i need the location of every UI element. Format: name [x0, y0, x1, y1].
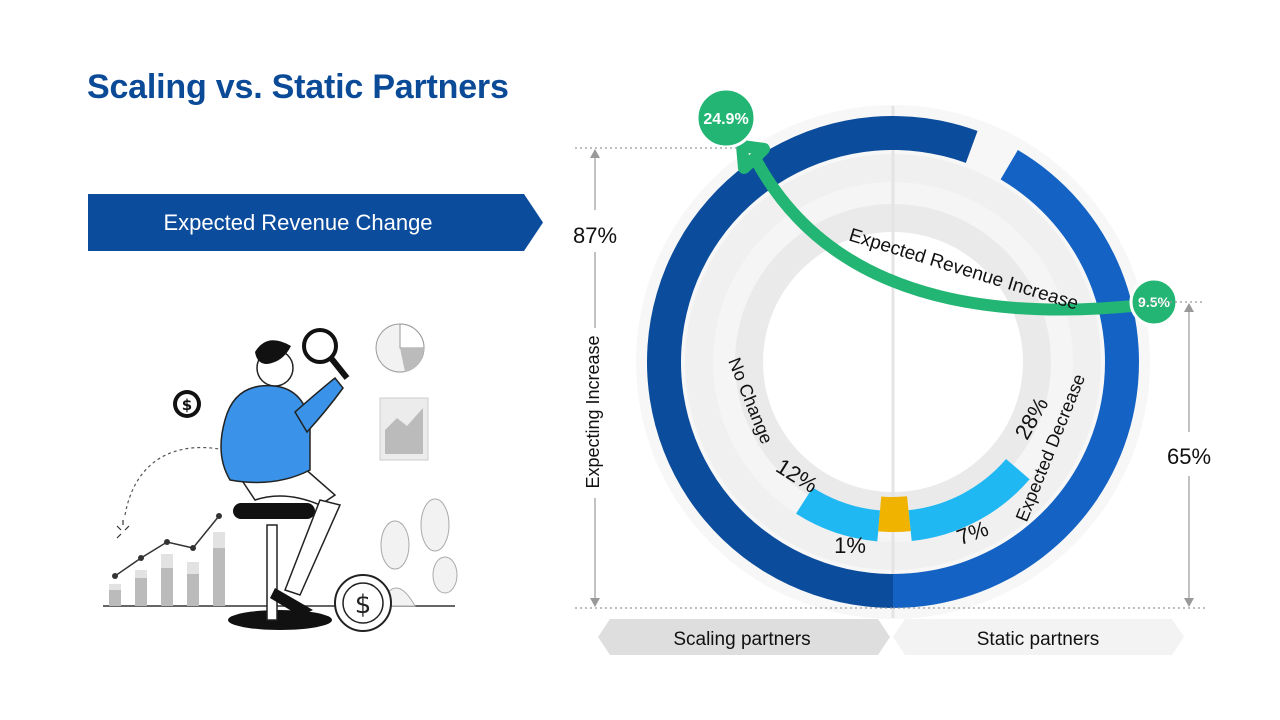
scaling-partners-tab: [598, 619, 890, 655]
static-increase-arc: [893, 150, 1139, 608]
banner-arrow: [88, 194, 543, 251]
area-chart-icon: [379, 397, 429, 461]
scaling-no-change-arc: [796, 487, 881, 542]
scaling-revenue-value: 24.9%: [703, 111, 748, 128]
page-title: Scaling vs. Static Partners: [87, 68, 509, 106]
scaling-height-indicator: [575, 147, 893, 609]
scaling-partners-label: Scaling partners: [673, 629, 810, 650]
coin-icon: $: [334, 574, 392, 632]
static-height-indicator: [893, 301, 1205, 609]
svg-text:$: $: [355, 590, 372, 620]
static-increase-value: 65%: [1167, 444, 1211, 469]
static-decrease-arc: [893, 496, 911, 532]
scaling-decrease-arc: [878, 496, 893, 532]
dollar-icon: $: [173, 390, 201, 418]
scaling-decrease-value: 1%: [834, 533, 866, 558]
banner-shape: [88, 194, 543, 251]
person-figure: [220, 328, 350, 630]
plant-icon: [379, 498, 458, 607]
static-no-change-arc: [908, 459, 1030, 542]
scaling-revenue-bubble: [695, 90, 757, 149]
pie-chart-icon: [375, 323, 425, 373]
banner-label: Expected Revenue Change: [163, 210, 433, 235]
analyst-illustration: $ $: [103, 323, 458, 632]
background-rings: [636, 105, 1150, 619]
static-revenue-value: 9.5%: [1138, 294, 1170, 310]
svg-text:$: $: [182, 396, 192, 414]
expecting-increase-label: Expecting Increase: [583, 335, 603, 488]
bar-chart-icon: [103, 446, 455, 607]
revenue-increase-arrow: [736, 140, 1153, 316]
scaling-increase-value: 87%: [573, 223, 617, 248]
static-partners-tab: [893, 619, 1184, 655]
static-partners-label: Static partners: [977, 629, 1100, 650]
revenue-donut-chart: Expected Revenue Increase 24.9% 9.5% Exp…: [573, 90, 1211, 655]
